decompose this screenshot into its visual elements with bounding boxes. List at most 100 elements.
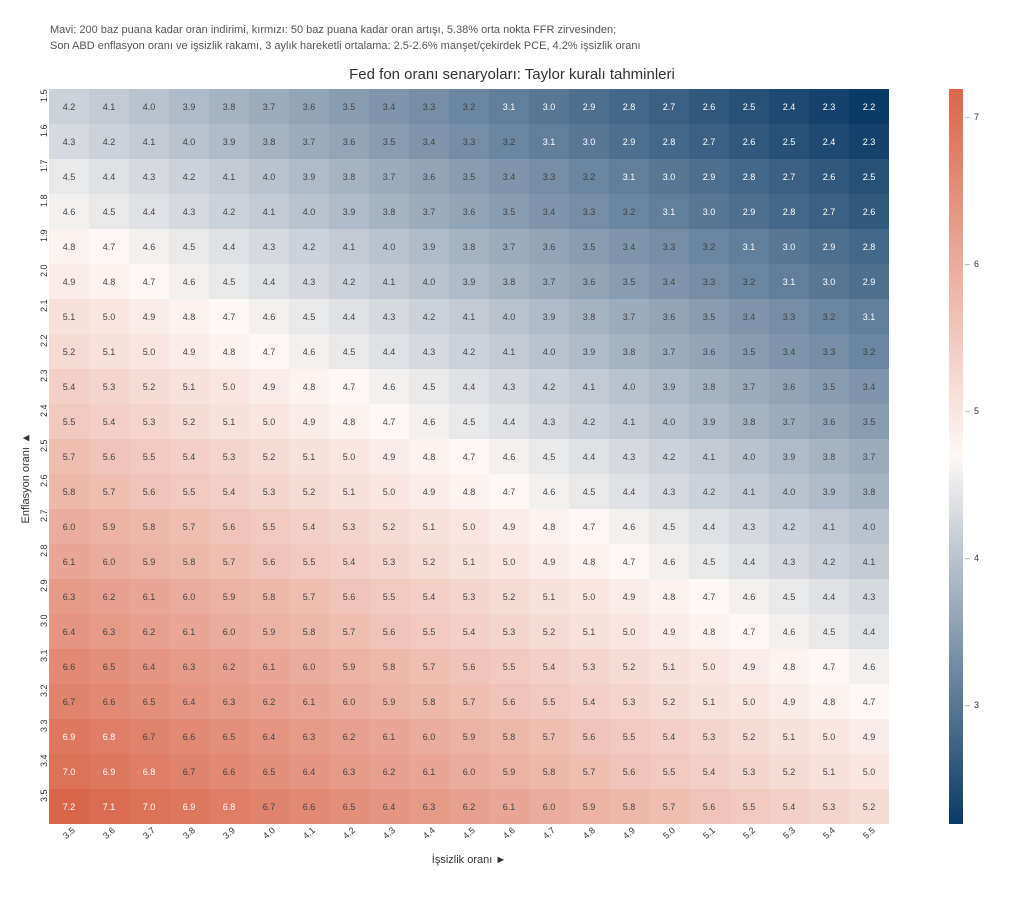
heatmap-cell: 5.2 [49, 334, 89, 369]
heatmap-cell: 3.9 [209, 124, 249, 159]
heatmap-cell: 3.3 [769, 299, 809, 334]
heatmap-cell: 3.6 [329, 124, 369, 159]
heatmap-cell: 5.3 [609, 684, 649, 719]
heatmap-cell: 3.1 [609, 159, 649, 194]
heatmap-cell: 6.3 [89, 614, 129, 649]
heatmap-cell: 4.5 [89, 194, 129, 229]
heatmap-cell: 5.8 [369, 649, 409, 684]
x-axis-ticks: 3.53.63.73.83.94.04.14.24.34.44.54.64.74… [49, 828, 889, 838]
heatmap-cell: 5.0 [129, 334, 169, 369]
heatmap-cell: 5.7 [329, 614, 369, 649]
heatmap-cell: 4.4 [209, 229, 249, 264]
heatmap-cell: 4.1 [569, 369, 609, 404]
heatmap-cell: 5.3 [369, 544, 409, 579]
heatmap-cell: 4.5 [329, 334, 369, 369]
heatmap-cell: 3.3 [409, 89, 449, 124]
heatmap-cell: 3.6 [449, 194, 489, 229]
heatmap-cell: 3.9 [769, 439, 809, 474]
heatmap-cell: 4.8 [169, 299, 209, 334]
heatmap-cell: 4.5 [289, 299, 329, 334]
heatmap-cell: 4.9 [49, 264, 89, 299]
heatmap-cell: 4.9 [769, 684, 809, 719]
heatmap-cell: 3.9 [329, 194, 369, 229]
heatmap-cell: 4.0 [249, 159, 289, 194]
heatmap-cell: 4.7 [609, 544, 649, 579]
heatmap-cell: 5.4 [409, 579, 449, 614]
heatmap-cell: 3.7 [409, 194, 449, 229]
heatmap-cell: 4.9 [649, 614, 689, 649]
heatmap-cell: 3.1 [729, 229, 769, 264]
heatmap-cell: 5.4 [89, 404, 129, 439]
heatmap-cell: 5.8 [529, 754, 569, 789]
heatmap-cell: 4.4 [249, 264, 289, 299]
heatmap-cell: 6.0 [329, 684, 369, 719]
heatmap-cell: 4.6 [289, 334, 329, 369]
y-tick: 3.0 [34, 614, 49, 649]
heatmap-cell: 3.9 [689, 404, 729, 439]
heatmap-cell: 3.5 [449, 159, 489, 194]
heatmap-cell: 4.6 [609, 509, 649, 544]
heatmap-cell: 5.2 [289, 474, 329, 509]
heatmap-cell: 4.0 [649, 404, 689, 439]
heatmap-cell: 4.2 [289, 229, 329, 264]
heatmap-cell: 5.5 [529, 684, 569, 719]
heatmap-cell: 4.8 [329, 404, 369, 439]
heatmap-cell: 4.1 [449, 299, 489, 334]
heatmap-cell: 4.3 [49, 124, 89, 159]
heatmap-cell: 4.7 [849, 684, 889, 719]
heatmap-cell: 6.8 [129, 754, 169, 789]
heatmap-cell: 5.2 [529, 614, 569, 649]
heatmap-cell: 5.4 [49, 369, 89, 404]
heatmap-cell: 4.2 [209, 194, 249, 229]
y-tick: 3.5 [34, 789, 49, 824]
heatmap-cell: 4.3 [489, 369, 529, 404]
heatmap-cell: 2.6 [689, 89, 729, 124]
heatmap-cell: 4.0 [769, 474, 809, 509]
heatmap-cell: 6.4 [129, 649, 169, 684]
heatmap-cell: 5.1 [289, 439, 329, 474]
heatmap-cell: 3.7 [249, 89, 289, 124]
heatmap-cell: 5.5 [489, 649, 529, 684]
heatmap-cell: 3.4 [849, 369, 889, 404]
heatmap-cell: 6.3 [329, 754, 369, 789]
heatmap-cell: 5.9 [369, 684, 409, 719]
heatmap-cell: 5.6 [89, 439, 129, 474]
x-axis-label: İşsizlik oranı ► [49, 854, 889, 866]
heatmap-cell: 6.6 [49, 649, 89, 684]
heatmap-cell: 4.5 [809, 614, 849, 649]
heatmap-cell: 5.1 [649, 649, 689, 684]
heatmap-cell: 3.0 [769, 229, 809, 264]
heatmap-cell: 5.1 [409, 509, 449, 544]
heatmap-cell: 5.9 [329, 649, 369, 684]
heatmap-cell: 4.2 [529, 369, 569, 404]
colorbar-tick: 3 [965, 700, 979, 710]
heatmap-cell: 4.8 [209, 334, 249, 369]
heatmap-cell: 2.9 [849, 264, 889, 299]
heatmap-cell: 5.5 [289, 544, 329, 579]
heatmap-cell: 5.9 [129, 544, 169, 579]
heatmap-cell: 4.6 [849, 649, 889, 684]
heatmap-cell: 6.8 [89, 719, 129, 754]
heatmap-cell: 2.5 [729, 89, 769, 124]
heatmap-cell: 3.5 [609, 264, 649, 299]
heatmap-cell: 3.8 [489, 264, 529, 299]
heatmap-cell: 3.8 [849, 474, 889, 509]
heatmap-cell: 2.7 [649, 89, 689, 124]
heatmap-cell: 4.0 [409, 264, 449, 299]
heatmap-cell: 2.4 [809, 124, 849, 159]
heatmap-cell: 3.7 [849, 439, 889, 474]
heatmap-cell: 5.7 [89, 474, 129, 509]
heatmap-cell: 5.6 [249, 544, 289, 579]
heatmap-cell: 3.5 [569, 229, 609, 264]
heatmap-cell: 5.1 [49, 299, 89, 334]
heatmap-cell: 6.7 [169, 754, 209, 789]
heatmap-cell: 6.2 [249, 684, 289, 719]
heatmap-cell: 3.6 [569, 264, 609, 299]
heatmap-cell: 5.5 [369, 579, 409, 614]
heatmap-cell: 6.0 [209, 614, 249, 649]
heatmap-cell: 4.7 [249, 334, 289, 369]
heatmap-cell: 4.5 [49, 159, 89, 194]
heatmap-cell: 6.1 [49, 544, 89, 579]
heatmap-cell: 6.7 [129, 719, 169, 754]
chart-title: Fed fon oranı senaryoları: Taylor kuralı… [20, 66, 1004, 83]
